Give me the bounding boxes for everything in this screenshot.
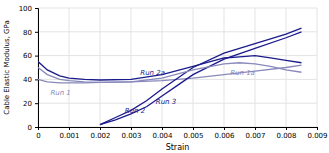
grid xyxy=(38,8,317,127)
x-grid-line xyxy=(317,8,318,127)
x-grid-line xyxy=(255,8,256,127)
x-tick-label: 0.006 xyxy=(214,132,235,140)
x-tick-label: 0.004 xyxy=(152,132,173,140)
x-grid-line xyxy=(224,8,225,127)
y-grid-line xyxy=(38,103,317,104)
x-tick-mark xyxy=(162,127,163,130)
chart: 0 0.001 0.002 0.003 0.004 0.005 0.006 0.007 0.00… xyxy=(0,0,329,153)
x-tick-label: 0.005 xyxy=(183,132,203,140)
y-tick-label: 0 xyxy=(28,124,32,132)
x-tick: 0.003 xyxy=(121,127,141,140)
y-tick-mark xyxy=(35,8,38,9)
y-tick-mark xyxy=(35,56,38,57)
x-tick-label: 0.001 xyxy=(59,132,79,140)
y-grid-line xyxy=(38,8,317,9)
x-tick-mark xyxy=(100,127,101,130)
x-tick: 0 xyxy=(36,127,40,140)
x-tick-label: 0.007 xyxy=(245,132,265,140)
y-tick-label: 20 xyxy=(23,100,32,108)
series-line xyxy=(100,32,302,125)
y-tick-mark xyxy=(35,32,38,33)
x-tick-mark xyxy=(224,127,225,130)
x-tick-mark xyxy=(286,127,287,130)
lines xyxy=(38,28,302,124)
series-line xyxy=(38,65,302,83)
x-grid-line xyxy=(100,8,101,127)
y-axis-title: Cable Elastic Modulus, GPa xyxy=(3,20,11,114)
x-axis-line xyxy=(39,128,318,131)
y-tick: 20 xyxy=(23,100,38,108)
series-label: Run 1 xyxy=(50,89,70,97)
x-tick: 0.004 xyxy=(152,127,173,140)
y-tick: 100 xyxy=(19,5,38,13)
x-axis: 0 0.001 0.002 0.003 0.004 0.005 0.006 0.007 0.00… xyxy=(36,127,327,140)
x-grid-line xyxy=(69,8,70,127)
y-tick-label: 40 xyxy=(23,76,32,84)
x-tick: 0.006 xyxy=(214,127,235,140)
x-tick-label: 0.008 xyxy=(276,132,296,140)
x-axis-title: Strain xyxy=(166,143,190,152)
series-label: Run 1a xyxy=(230,69,255,77)
y-tick: 40 xyxy=(23,76,38,84)
y-tick-label: 100 xyxy=(19,5,32,13)
series-label: Run 2a xyxy=(140,69,165,77)
x-tick: 0.007 xyxy=(245,127,265,140)
series-line xyxy=(38,63,302,83)
x-tick: 0.009 xyxy=(307,127,327,140)
x-tick-mark xyxy=(317,127,318,130)
x-tick: 0.008 xyxy=(276,127,296,140)
y-tick-mark xyxy=(35,127,38,128)
y-axis-line xyxy=(35,9,39,128)
x-tick: 0.001 xyxy=(59,127,79,140)
y-axis: 0 20 40 60 80 100 xyxy=(19,5,39,132)
annotations: Run 1 Run 2a Run 2 Run 3 Run 1a xyxy=(50,69,255,115)
y-tick-mark xyxy=(35,79,38,80)
y-tick-mark xyxy=(35,103,38,104)
series-label: Run 2 xyxy=(125,107,146,115)
x-grid-line xyxy=(162,8,163,127)
y-tick: 80 xyxy=(23,29,38,37)
x-tick-label: 0 xyxy=(36,132,40,140)
x-tick-label: 0.003 xyxy=(121,132,141,140)
x-tick-mark xyxy=(255,127,256,130)
y-grid-line xyxy=(38,55,317,56)
series-line xyxy=(100,28,302,124)
plot: 0 0.001 0.002 0.003 0.004 0.005 0.006 0.007 0.00… xyxy=(19,5,328,140)
x-tick-label: 0.002 xyxy=(90,132,110,140)
x-tick: 0.005 xyxy=(183,127,203,140)
x-tick-mark xyxy=(69,127,70,130)
x-tick-mark xyxy=(193,127,194,130)
x-tick-mark xyxy=(131,127,132,130)
series-label: Run 3 xyxy=(156,98,176,106)
y-tick: 60 xyxy=(23,52,38,60)
y-tick: 0 xyxy=(28,124,38,132)
y-grid-line xyxy=(38,31,317,32)
x-tick: 0.002 xyxy=(90,127,110,140)
x-tick-label: 0.009 xyxy=(307,132,327,140)
y-tick-label: 60 xyxy=(23,52,32,60)
y-tick-label: 80 xyxy=(23,29,32,37)
